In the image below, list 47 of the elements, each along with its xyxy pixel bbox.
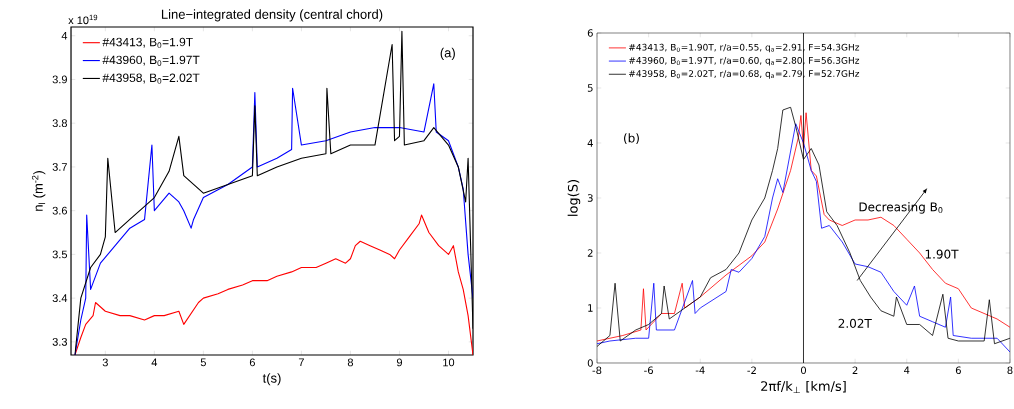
x-tick-label: 7 — [298, 358, 304, 367]
x-tick-label: 5 — [200, 358, 206, 367]
x-tick-label: 6 — [955, 366, 961, 375]
y-tick-label: 3.9 — [52, 75, 67, 84]
x-tick-label: 8 — [1007, 366, 1013, 375]
legend-label: #43958, B$_{0}$=2.02T — [102, 73, 200, 84]
y-axis-title: n$_{l}$ (m$^{-2}$) — [31, 171, 46, 211]
annotation: (b) — [624, 133, 639, 144]
x-tick-label: 10 — [443, 358, 455, 367]
y-tick-label: 6 — [587, 29, 593, 37]
text: x 10$^{19}$ — [68, 14, 98, 25]
y-tick-label: 2 — [587, 249, 593, 257]
x-tick-label: -8 — [592, 366, 602, 375]
chart-title: Line−integrated density (central chord) — [161, 9, 383, 22]
y-tick-label: 3.8 — [52, 119, 67, 128]
y-tick-label: 3 — [587, 194, 593, 202]
x-axis-title: 2πf/k$_{⊥}$ [km/s] — [761, 380, 846, 394]
line-series — [74, 30, 473, 355]
annotation: (a) — [440, 47, 455, 60]
x-tick-label: 2 — [852, 366, 858, 374]
x-tick-label: 6 — [249, 358, 255, 367]
y-axis-title: log(S) — [567, 180, 581, 216]
y-tick-label: 3.3 — [52, 337, 67, 346]
annotation: 2.02T — [838, 318, 872, 328]
y-tick-label: 3.5 — [52, 250, 68, 259]
y-tick-label: 5 — [587, 84, 593, 92]
annotation: Decreasing B$_{0}$ — [859, 202, 943, 214]
x-axis-title: t(s) — [262, 373, 281, 386]
y-tick-label: 1 — [588, 304, 593, 312]
x-tick-label: 4 — [151, 358, 158, 367]
x-tick-label: 4 — [904, 366, 910, 374]
x-tick-label: 3 — [102, 358, 108, 367]
y-tick-label: 3.7 — [52, 163, 67, 171]
x-tick-label: 9 — [396, 358, 403, 367]
y-tick-label: 4 — [61, 31, 68, 40]
legend-label: #43413, B$_{0}$=1.9T — [102, 37, 193, 49]
x-tick-label: 8 — [347, 358, 354, 367]
y-tick-label: 4 — [587, 139, 593, 147]
x-tick-label: -2 — [747, 366, 756, 374]
x-tick-label: 0 — [800, 366, 807, 375]
y-tick-label: 3.6 — [52, 206, 67, 215]
line-series — [74, 214, 473, 355]
legend-label: #43960, B$_{0}$=1.97T — [102, 55, 200, 66]
y-tick-label: 3.4 — [52, 294, 68, 303]
x-tick-label: -6 — [644, 366, 653, 375]
annotation: 1.90T — [925, 249, 959, 259]
x-tick-label: -4 — [695, 366, 705, 374]
